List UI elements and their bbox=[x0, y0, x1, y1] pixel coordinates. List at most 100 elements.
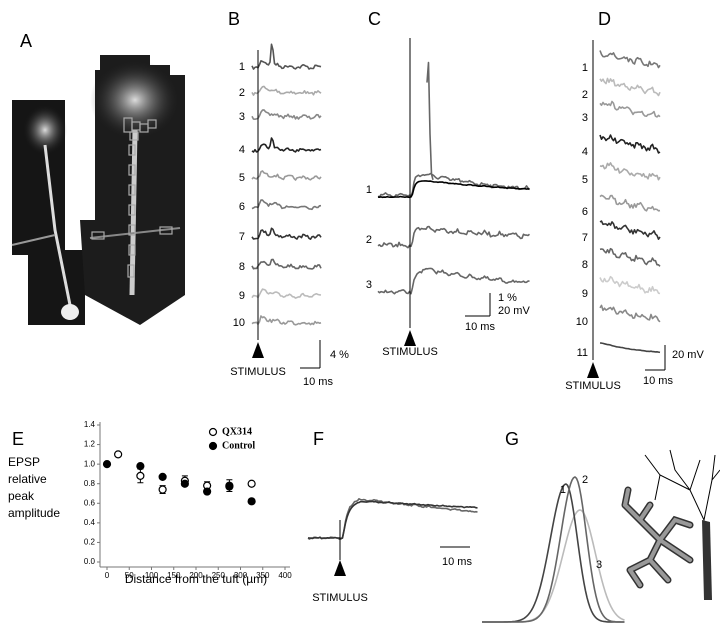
data-point bbox=[102, 460, 112, 469]
x-tick-label: 0 bbox=[105, 571, 110, 580]
stimulus-marker bbox=[404, 330, 416, 346]
legend-marker bbox=[208, 427, 218, 437]
stimulus-marker bbox=[252, 342, 264, 358]
label: 11 bbox=[577, 347, 588, 359]
label: 3 bbox=[596, 559, 602, 571]
trace bbox=[377, 180, 530, 199]
label: 4 bbox=[239, 144, 245, 156]
label: 5 bbox=[239, 172, 245, 184]
trace bbox=[599, 342, 661, 354]
label: 10 ms bbox=[643, 375, 673, 387]
trace bbox=[599, 134, 661, 154]
trace bbox=[599, 77, 661, 97]
legend-marker bbox=[208, 441, 218, 451]
label: 6 bbox=[582, 206, 588, 218]
label: 2 bbox=[582, 89, 588, 101]
label: 7 bbox=[582, 232, 588, 244]
trace bbox=[482, 483, 625, 623]
micrograph bbox=[11, 55, 185, 325]
label: 3 bbox=[582, 112, 588, 124]
x-tick-label: 150 bbox=[167, 571, 181, 580]
stimulus-marker bbox=[334, 560, 346, 576]
label: peak bbox=[8, 489, 35, 503]
trace bbox=[599, 50, 661, 69]
label: A bbox=[20, 31, 32, 51]
y-tick-label: 0.6 bbox=[84, 498, 96, 507]
data-point bbox=[136, 462, 145, 471]
label: 1 bbox=[366, 184, 372, 196]
label: 2 bbox=[239, 87, 245, 99]
label: 20 mV bbox=[672, 349, 704, 361]
data-point bbox=[158, 485, 167, 494]
y-tick-label: 0.8 bbox=[84, 479, 96, 488]
label: 1 bbox=[560, 484, 566, 496]
trace bbox=[251, 227, 322, 240]
label: D bbox=[598, 9, 611, 29]
label: 10 ms bbox=[303, 376, 333, 388]
trace bbox=[251, 288, 322, 299]
data-point bbox=[203, 487, 212, 496]
label: F bbox=[313, 429, 324, 449]
trace bbox=[599, 194, 661, 212]
legend-label: QX314 bbox=[222, 426, 252, 437]
x-tick-label: 300 bbox=[234, 571, 248, 580]
trace bbox=[307, 498, 478, 540]
y-tick-label: 1.0 bbox=[84, 459, 96, 468]
label: 1 % bbox=[498, 292, 517, 304]
x-tick-label: 200 bbox=[189, 571, 203, 580]
data-point bbox=[136, 471, 145, 480]
label: 3 bbox=[366, 279, 372, 291]
trace bbox=[251, 258, 322, 270]
label: B bbox=[228, 9, 240, 29]
label: 8 bbox=[582, 259, 588, 271]
label: 9 bbox=[239, 290, 245, 302]
trace bbox=[599, 162, 661, 181]
trace bbox=[377, 225, 530, 249]
trace bbox=[599, 275, 661, 295]
x-tick-label: 350 bbox=[256, 571, 270, 580]
data-point bbox=[180, 479, 189, 488]
label: 2 bbox=[582, 474, 588, 486]
data-point bbox=[158, 472, 167, 481]
label: 10 ms bbox=[442, 556, 472, 568]
label: 1 bbox=[582, 62, 588, 74]
label: 6 bbox=[239, 201, 245, 213]
trace bbox=[251, 170, 322, 181]
trace bbox=[377, 267, 530, 295]
trace bbox=[251, 85, 322, 96]
label: 5 bbox=[582, 174, 588, 186]
data-point bbox=[247, 497, 256, 506]
y-tick-label: 1.4 bbox=[84, 420, 96, 429]
label: 4 % bbox=[330, 349, 349, 361]
trace bbox=[599, 220, 661, 240]
label: relative bbox=[8, 472, 47, 486]
trace bbox=[599, 247, 661, 267]
trace bbox=[251, 137, 322, 153]
label: C bbox=[368, 9, 381, 29]
y-tick-label: 0.0 bbox=[84, 557, 96, 566]
label: 10 ms bbox=[465, 321, 495, 333]
label: 2 bbox=[366, 234, 372, 246]
trace bbox=[251, 315, 322, 326]
label: 1 bbox=[239, 61, 245, 73]
label: 20 mV bbox=[498, 305, 530, 317]
label: G bbox=[505, 429, 519, 449]
x-tick-label: 50 bbox=[125, 571, 134, 580]
trace bbox=[251, 43, 322, 70]
trace bbox=[251, 199, 322, 211]
label: amplitude bbox=[8, 506, 60, 520]
label: STIMULUS bbox=[230, 366, 286, 378]
trace bbox=[482, 476, 625, 623]
trace bbox=[426, 61, 434, 181]
label: STIMULUS bbox=[382, 346, 438, 358]
y-tick-label: 0.2 bbox=[84, 538, 96, 547]
label: Distance from the tuft (µm) bbox=[125, 572, 267, 586]
label: STIMULUS bbox=[312, 592, 368, 604]
trace bbox=[307, 500, 478, 540]
label: 8 bbox=[239, 261, 245, 273]
label: E bbox=[12, 429, 24, 449]
trace bbox=[377, 172, 531, 198]
data-point bbox=[114, 450, 123, 459]
stimulus-marker bbox=[587, 362, 599, 378]
